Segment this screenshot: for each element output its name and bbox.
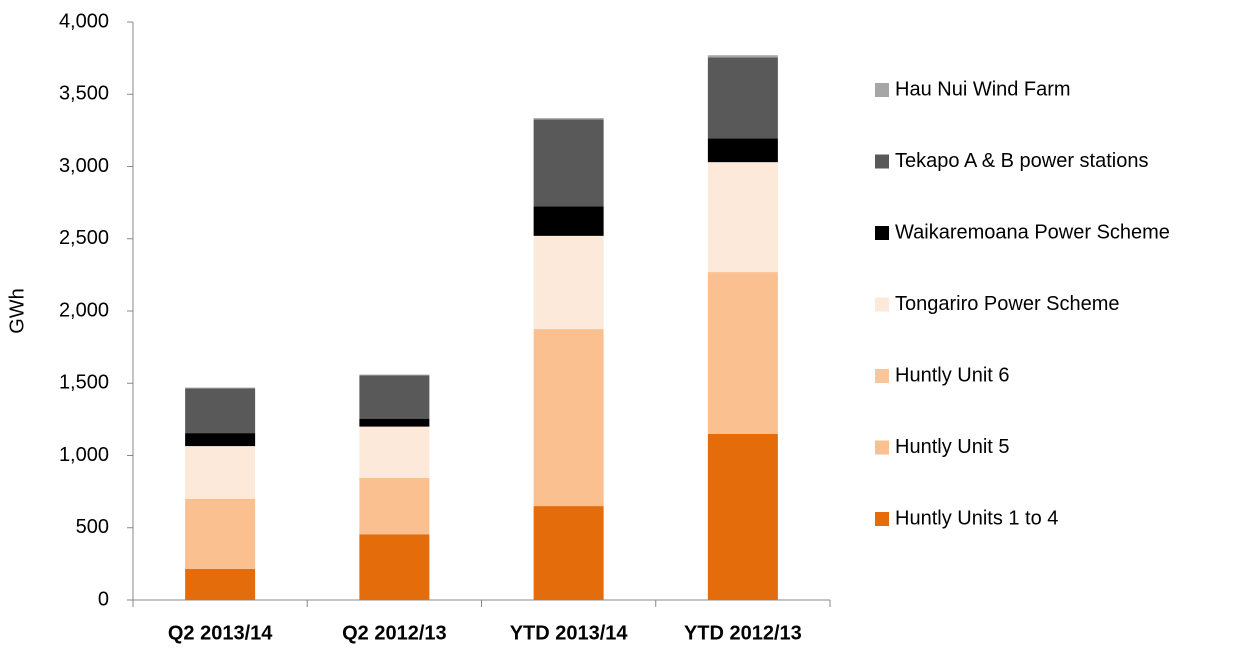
bar-segment [533,118,604,120]
legend-label: Hau Nui Wind Farm [895,78,1071,100]
legend-swatch [875,440,889,455]
bar-segment [359,374,430,376]
bar-segment [359,426,430,478]
y-tick-label: 0 [98,588,109,610]
y-tick-label: 3,500 [59,83,109,105]
legend-label: Tekapo A & B power stations [895,150,1149,172]
bar-segment [533,329,604,507]
y-tick-label: 2,500 [59,227,109,249]
bar-segment [707,271,778,274]
legend-label: Huntly Unit 6 [895,364,1010,386]
y-tick-label: 3,000 [59,155,109,177]
bar-segment [707,162,778,272]
bar-segment [359,477,430,535]
bar-segment [185,388,256,434]
x-tick-label: YTD 2012/13 [684,622,802,644]
legend-swatch [875,512,889,526]
bar-segment [185,568,256,600]
bar-segment [359,375,430,419]
bar-segment [185,387,256,389]
legend-swatch [875,369,889,383]
legend-label: Huntly Unit 5 [895,436,1010,458]
bar-segment [185,498,256,569]
bar-segment [185,446,256,499]
bar-segment [533,506,604,600]
bar-segment [533,206,604,236]
x-tick-label: Q2 2013/14 [168,622,273,644]
x-tick-label: YTD 2013/14 [510,622,629,644]
y-tick-label: 500 [76,516,109,538]
bar-segment [707,138,778,163]
bar-segment [707,433,778,600]
bar-segment [707,55,778,58]
y-tick-label: 1,500 [59,372,109,394]
bar-segment [359,418,430,427]
legend-label: Waikaremoana Power Scheme [895,221,1170,243]
legend-label: Tongariro Power Scheme [895,293,1120,315]
bar-segment [185,433,256,447]
bar-segment [359,534,430,600]
y-tick-label: 2,000 [59,299,109,321]
bar-segment [533,235,604,330]
x-tick-label: Q2 2012/13 [342,622,447,644]
y-tick-label: 4,000 [59,10,109,32]
legend-label: Huntly Units 1 to 4 [895,507,1058,529]
bar-segment [707,57,778,139]
legend-swatch [875,226,889,240]
legend-swatch [875,83,889,97]
legend-swatch [875,297,889,312]
y-axis-label: GWh [6,288,28,334]
y-tick-label: 1,000 [59,444,109,466]
legend-swatch [875,154,889,169]
bar-segment [707,273,778,434]
bar-segment [533,119,604,207]
